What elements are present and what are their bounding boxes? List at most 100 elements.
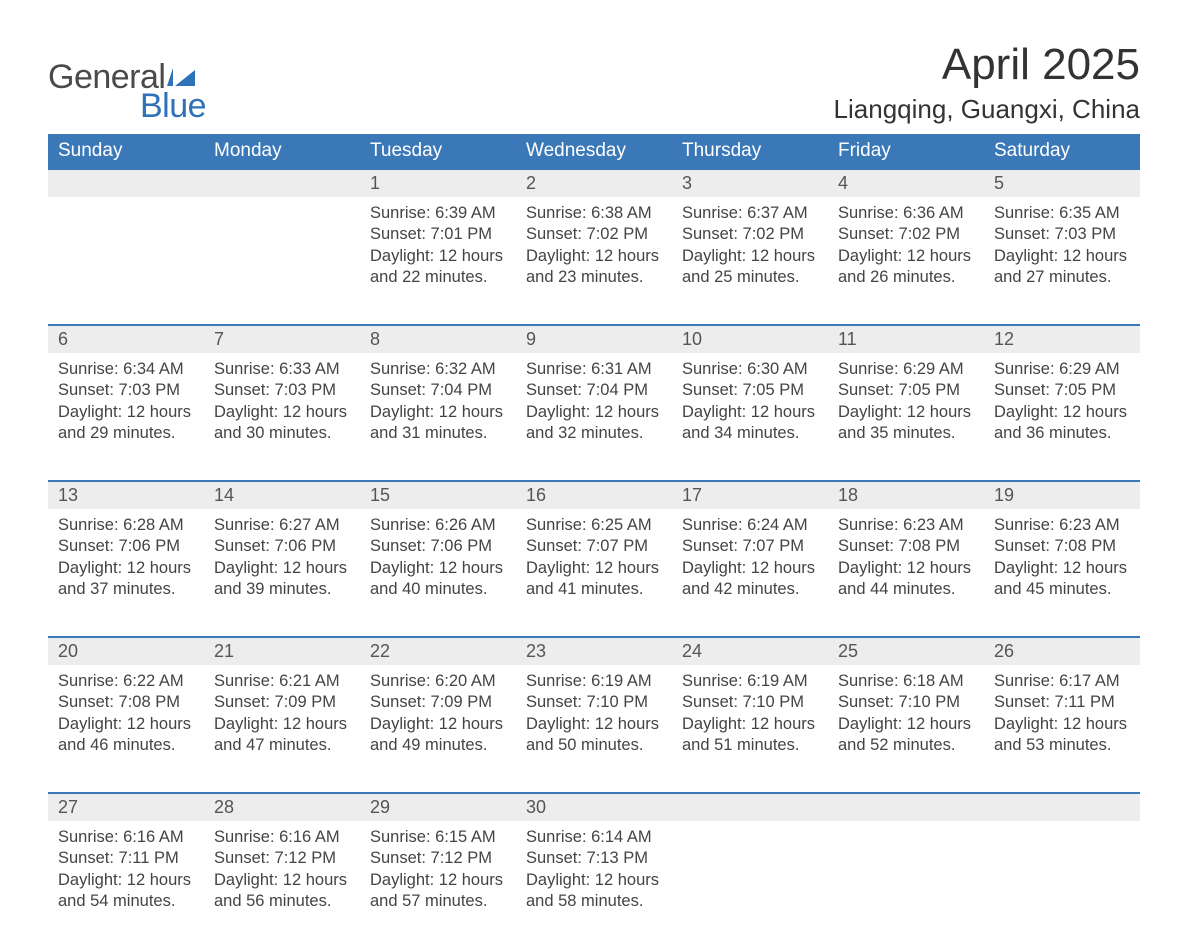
sunset-line: Sunset: 7:11 PM xyxy=(994,692,1130,713)
day-content-cell: Sunrise: 6:21 AMSunset: 7:09 PMDaylight:… xyxy=(204,665,360,793)
sunset-line: Sunset: 7:02 PM xyxy=(526,224,662,245)
day-number-cell: 23 xyxy=(516,637,672,665)
day-number-cell xyxy=(672,793,828,821)
day-content-cell: Sunrise: 6:15 AMSunset: 7:12 PMDaylight:… xyxy=(360,821,516,949)
sunrise-line: Sunrise: 6:25 AM xyxy=(526,515,662,536)
day-number-row: 27282930 xyxy=(48,793,1140,821)
daylight-line: Daylight: 12 hours and 42 minutes. xyxy=(682,558,818,601)
weekday-header: Wednesday xyxy=(516,134,672,169)
day-number-cell: 15 xyxy=(360,481,516,509)
sunset-line: Sunset: 7:07 PM xyxy=(526,536,662,557)
day-number-cell: 21 xyxy=(204,637,360,665)
sunrise-line: Sunrise: 6:31 AM xyxy=(526,359,662,380)
sunrise-line: Sunrise: 6:24 AM xyxy=(682,515,818,536)
day-content-cell: Sunrise: 6:39 AMSunset: 7:01 PMDaylight:… xyxy=(360,197,516,325)
sunrise-line: Sunrise: 6:23 AM xyxy=(838,515,974,536)
day-content-cell xyxy=(984,821,1140,949)
day-number-row: 13141516171819 xyxy=(48,481,1140,509)
day-number-cell: 11 xyxy=(828,325,984,353)
brand-line2: Blue xyxy=(48,87,206,126)
day-content-cell: Sunrise: 6:36 AMSunset: 7:02 PMDaylight:… xyxy=(828,197,984,325)
day-content-cell: Sunrise: 6:27 AMSunset: 7:06 PMDaylight:… xyxy=(204,509,360,637)
sunset-line: Sunset: 7:03 PM xyxy=(58,380,194,401)
day-number-cell: 5 xyxy=(984,169,1140,197)
sunrise-line: Sunrise: 6:36 AM xyxy=(838,203,974,224)
day-number-cell xyxy=(984,793,1140,821)
day-number-cell: 10 xyxy=(672,325,828,353)
day-content-cell: Sunrise: 6:17 AMSunset: 7:11 PMDaylight:… xyxy=(984,665,1140,793)
day-content-cell: Sunrise: 6:29 AMSunset: 7:05 PMDaylight:… xyxy=(828,353,984,481)
day-content-cell: Sunrise: 6:20 AMSunset: 7:09 PMDaylight:… xyxy=(360,665,516,793)
daylight-line: Daylight: 12 hours and 56 minutes. xyxy=(214,870,350,913)
day-number-cell: 16 xyxy=(516,481,672,509)
daylight-line: Daylight: 12 hours and 51 minutes. xyxy=(682,714,818,757)
day-number-cell: 25 xyxy=(828,637,984,665)
day-number-cell: 13 xyxy=(48,481,204,509)
day-content-cell: Sunrise: 6:23 AMSunset: 7:08 PMDaylight:… xyxy=(984,509,1140,637)
sunrise-line: Sunrise: 6:22 AM xyxy=(58,671,194,692)
day-number-cell: 14 xyxy=(204,481,360,509)
sunset-line: Sunset: 7:10 PM xyxy=(526,692,662,713)
weekday-header: Tuesday xyxy=(360,134,516,169)
day-content-cell: Sunrise: 6:35 AMSunset: 7:03 PMDaylight:… xyxy=(984,197,1140,325)
day-number-cell: 28 xyxy=(204,793,360,821)
day-content-cell: Sunrise: 6:22 AMSunset: 7:08 PMDaylight:… xyxy=(48,665,204,793)
day-number-cell: 1 xyxy=(360,169,516,197)
sunset-line: Sunset: 7:05 PM xyxy=(994,380,1130,401)
day-number-cell: 4 xyxy=(828,169,984,197)
day-content-row: Sunrise: 6:39 AMSunset: 7:01 PMDaylight:… xyxy=(48,197,1140,325)
day-content-cell: Sunrise: 6:33 AMSunset: 7:03 PMDaylight:… xyxy=(204,353,360,481)
sunrise-line: Sunrise: 6:27 AM xyxy=(214,515,350,536)
sunset-line: Sunset: 7:11 PM xyxy=(58,848,194,869)
day-content-cell: Sunrise: 6:24 AMSunset: 7:07 PMDaylight:… xyxy=(672,509,828,637)
daylight-line: Daylight: 12 hours and 57 minutes. xyxy=(370,870,506,913)
daylight-line: Daylight: 12 hours and 37 minutes. xyxy=(58,558,194,601)
daylight-line: Daylight: 12 hours and 36 minutes. xyxy=(994,402,1130,445)
sunset-line: Sunset: 7:09 PM xyxy=(214,692,350,713)
sunrise-line: Sunrise: 6:23 AM xyxy=(994,515,1130,536)
sunrise-line: Sunrise: 6:20 AM xyxy=(370,671,506,692)
sunset-line: Sunset: 7:10 PM xyxy=(682,692,818,713)
weekday-header: Saturday xyxy=(984,134,1140,169)
sunset-line: Sunset: 7:06 PM xyxy=(214,536,350,557)
day-content-cell xyxy=(672,821,828,949)
day-number-cell: 8 xyxy=(360,325,516,353)
sunrise-line: Sunrise: 6:26 AM xyxy=(370,515,506,536)
day-number-cell: 9 xyxy=(516,325,672,353)
day-content-cell: Sunrise: 6:23 AMSunset: 7:08 PMDaylight:… xyxy=(828,509,984,637)
daylight-line: Daylight: 12 hours and 49 minutes. xyxy=(370,714,506,757)
daylight-line: Daylight: 12 hours and 58 minutes. xyxy=(526,870,662,913)
day-number-cell xyxy=(828,793,984,821)
sunrise-line: Sunrise: 6:17 AM xyxy=(994,671,1130,692)
sunrise-line: Sunrise: 6:19 AM xyxy=(682,671,818,692)
daylight-line: Daylight: 12 hours and 39 minutes. xyxy=(214,558,350,601)
day-number-cell: 24 xyxy=(672,637,828,665)
day-content-row: Sunrise: 6:16 AMSunset: 7:11 PM Daylight:… xyxy=(48,821,1140,949)
weekday-header-row: SundayMondayTuesdayWednesdayThursdayFrid… xyxy=(48,134,1140,169)
daylight-line: Daylight: 12 hours and 25 minutes. xyxy=(682,246,818,289)
sunset-line: Sunset: 7:05 PM xyxy=(838,380,974,401)
sunset-line: Sunset: 7:01 PM xyxy=(370,224,506,245)
sunset-line: Sunset: 7:08 PM xyxy=(994,536,1130,557)
daylight-line: Daylight: 12 hours and 40 minutes. xyxy=(370,558,506,601)
daylight-line: Daylight: 12 hours and 32 minutes. xyxy=(526,402,662,445)
day-content-cell: Sunrise: 6:19 AMSunset: 7:10 PMDaylight:… xyxy=(516,665,672,793)
sunrise-line: Sunrise: 6:15 AM xyxy=(370,827,506,848)
location-subtitle: Liangqing, Guangxi, China xyxy=(834,94,1140,125)
day-number-cell: 26 xyxy=(984,637,1140,665)
day-number-row: 12345 xyxy=(48,169,1140,197)
sunset-line: Sunset: 7:13 PM xyxy=(526,848,662,869)
page-header: General Blue April 2025 Liangqing, Guang… xyxy=(48,40,1140,126)
sunrise-line: Sunrise: 6:16 AM xyxy=(58,827,194,848)
day-content-cell: Sunrise: 6:28 AMSunset: 7:06 PMDaylight:… xyxy=(48,509,204,637)
day-number-cell: 19 xyxy=(984,481,1140,509)
daylight-line: Daylight: 12 hours and 50 minutes. xyxy=(526,714,662,757)
day-content-cell: Sunrise: 6:32 AMSunset: 7:04 PMDaylight:… xyxy=(360,353,516,481)
sunrise-line: Sunrise: 6:21 AM xyxy=(214,671,350,692)
day-content-cell: Sunrise: 6:16 AMSunset: 7:12 PMDaylight:… xyxy=(204,821,360,949)
daylight-line: Daylight: 12 hours and 52 minutes. xyxy=(838,714,974,757)
daylight-line: Daylight: 12 hours and 31 minutes. xyxy=(370,402,506,445)
day-number-cell: 7 xyxy=(204,325,360,353)
daylight-line: Daylight: 12 hours and 22 minutes. xyxy=(370,246,506,289)
sunrise-line: Sunrise: 6:38 AM xyxy=(526,203,662,224)
